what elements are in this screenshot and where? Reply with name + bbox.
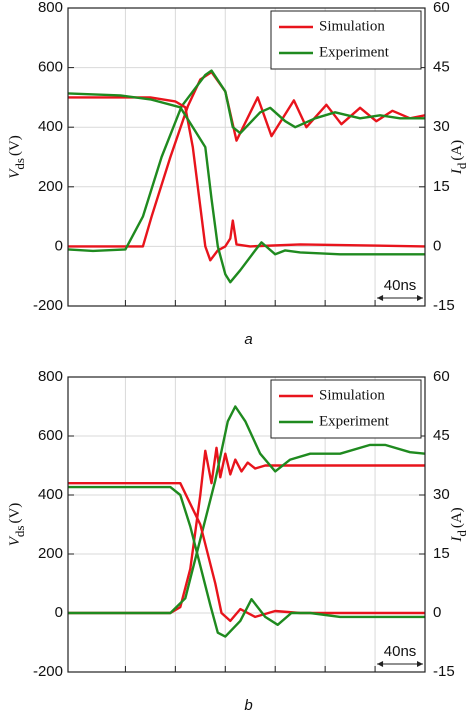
- y-axis-label: Vds (V): [7, 503, 27, 547]
- legend-label: Experiment: [319, 44, 390, 60]
- y2-tick-label: -15: [433, 297, 455, 314]
- y2-tick-label: 30: [433, 486, 450, 503]
- panel-caption: b: [244, 697, 252, 712]
- y-axis-symbol: V: [7, 168, 23, 179]
- y2-tick-label: 45: [433, 59, 450, 76]
- y-tick-label: 600: [38, 427, 63, 444]
- y2-tick-label: 0: [433, 237, 441, 254]
- y2-tick-label: 15: [433, 545, 450, 562]
- y2-tick-label: 60: [433, 368, 450, 385]
- data-line: [68, 482, 425, 623]
- plot-frame: [67, 376, 426, 673]
- y2-axis-unit: (A): [449, 140, 465, 161]
- data-line: [68, 485, 425, 638]
- y-tick-label: 0: [55, 237, 63, 254]
- data-line: [67, 69, 425, 253]
- y2-axis-unit: (A): [449, 507, 465, 528]
- legend-box: [270, 10, 422, 70]
- data-line: [68, 446, 425, 615]
- panel: -200 0 200 400 600 800 -15 0 15 30 45 60 Simulation E…: [7, 368, 469, 712]
- y-tick-label: 800: [38, 368, 63, 385]
- y-tick-label: 0: [55, 604, 63, 621]
- y2-axis-symbol: I: [449, 168, 465, 175]
- y2-axis-symbol: I: [449, 536, 465, 543]
- y-tick-label: 200: [38, 545, 63, 562]
- panel: -200 0 200 400 600 800 -15 0 15 30 45 60 Simulation E…: [7, 0, 469, 348]
- legend-label: Simulation: [319, 387, 385, 403]
- data-line: [68, 96, 426, 262]
- legend-label: Simulation: [319, 18, 385, 34]
- data-line: [67, 92, 425, 284]
- y-tick-label: 200: [38, 178, 63, 195]
- legend-box: [270, 379, 422, 439]
- y-tick-label: 800: [38, 0, 63, 16]
- scale-bar-label: 40ns: [384, 277, 417, 294]
- y-axis-label: Vds (V): [7, 135, 27, 179]
- y-axis-unit: (V): [7, 503, 23, 524]
- y-tick-label: 600: [38, 59, 63, 76]
- y-tick-label: -200: [33, 663, 63, 680]
- y-tick-label: 400: [38, 486, 63, 503]
- y2-tick-label: 15: [433, 178, 450, 195]
- y2-tick-label: -15: [433, 663, 455, 680]
- y2-tick-label: 45: [433, 427, 450, 444]
- legend-label: Experiment: [319, 413, 390, 429]
- plot-frame: [67, 7, 426, 307]
- data-line: [68, 70, 426, 248]
- panel-caption: a: [244, 331, 252, 348]
- y2-axis-sub: d: [454, 162, 469, 169]
- y-tick-label: -200: [33, 297, 63, 314]
- y2-tick-label: 60: [433, 0, 450, 16]
- y-axis-unit: (V): [7, 135, 23, 156]
- y-axis-sub: ds: [12, 526, 27, 538]
- y2-axis-label: Id (A): [449, 507, 469, 542]
- y-axis-symbol: V: [7, 535, 23, 546]
- y2-axis-sub: d: [454, 530, 469, 537]
- y2-axis-label: Id(A): [449, 140, 469, 175]
- scale-bar-label: 40ns: [384, 643, 417, 660]
- y-tick-label: 400: [38, 118, 63, 135]
- y-axis-sub: ds: [12, 158, 27, 170]
- data-line: [68, 405, 426, 615]
- y2-tick-label: 0: [433, 604, 441, 621]
- y2-tick-label: 30: [433, 118, 450, 135]
